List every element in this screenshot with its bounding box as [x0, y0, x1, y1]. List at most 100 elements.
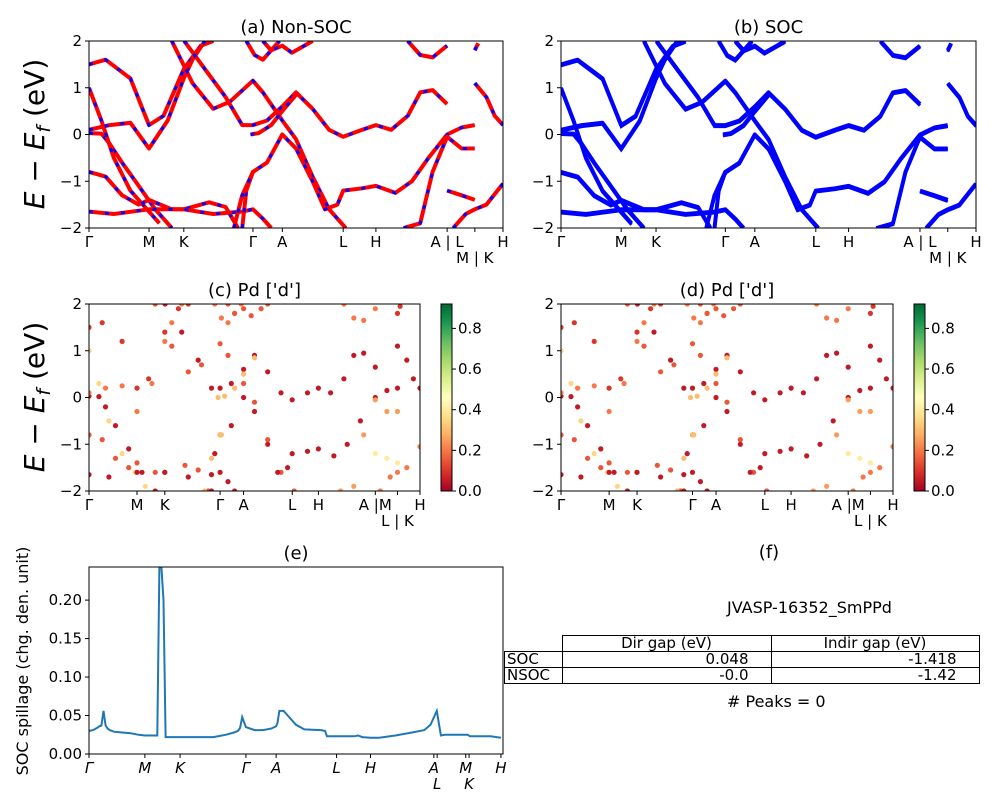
band-point	[606, 460, 612, 466]
band-point	[361, 432, 367, 438]
band-point	[867, 385, 874, 391]
band-point	[341, 376, 347, 382]
y-tick-label: 0	[544, 126, 554, 144]
x-tick-label: H	[843, 233, 854, 251]
band-point	[179, 329, 185, 335]
x-tick-label: A	[277, 233, 288, 251]
band-point	[275, 469, 281, 475]
band-point	[606, 469, 612, 475]
band-point	[691, 315, 697, 321]
band-line-dash	[250, 93, 298, 136]
band-line-dash	[232, 170, 255, 228]
y-tick-label: 1	[544, 79, 554, 97]
band-point	[721, 313, 727, 319]
band-point	[731, 306, 737, 312]
band-point	[614, 483, 621, 489]
gap-table-header-row: Dir gap (eV) Indir gap (eV)	[505, 635, 980, 652]
x-tick-label: L | K	[854, 512, 888, 530]
band-point	[328, 390, 334, 396]
band-point	[102, 404, 109, 410]
y-tick-label: 1	[72, 342, 82, 360]
band-point	[139, 469, 145, 475]
band-point	[228, 423, 234, 429]
x-tick-label: L	[339, 233, 348, 251]
x-tick-label: M	[615, 233, 628, 251]
band-point	[867, 310, 874, 316]
band-point	[417, 385, 420, 391]
band-point	[162, 329, 168, 335]
band-point	[561, 390, 564, 396]
band-point	[225, 352, 231, 358]
band-point	[857, 455, 863, 461]
band-point	[634, 329, 640, 335]
y-tick-label: 1	[544, 342, 554, 360]
x-tick-label: K	[464, 775, 475, 793]
band-point	[857, 408, 863, 415]
band-point	[251, 355, 258, 361]
x-tick-label: M	[138, 759, 151, 777]
y-axis-label-c: E − Ef (eV)	[18, 322, 55, 473]
y-tick-label: 0.20	[49, 591, 82, 609]
band-point	[877, 357, 883, 363]
band-line-nonsoc	[182, 41, 449, 139]
band-point	[162, 469, 168, 475]
plot-title: (c) Pd ['d']	[208, 280, 301, 301]
band-point	[134, 469, 140, 475]
band-point	[134, 408, 140, 415]
y-axis-label-a: E − Ef (eV)	[18, 59, 55, 210]
x-tick-label: H	[887, 496, 898, 514]
band-point	[372, 451, 378, 457]
x-tick-label: K	[632, 496, 643, 514]
plot-title: (d) Pd ['d']	[680, 280, 775, 301]
band-point	[377, 488, 383, 491]
band-point	[372, 364, 378, 370]
band-point	[883, 376, 890, 382]
band-line-dash	[473, 42, 480, 51]
x-tick-label: K	[651, 233, 662, 251]
band-lines	[89, 41, 503, 228]
band-point	[800, 390, 807, 396]
band-line-soc-split	[879, 41, 921, 61]
band-point	[561, 472, 564, 478]
band-point	[208, 385, 215, 391]
band-point	[713, 306, 719, 312]
band-point	[810, 488, 816, 491]
band-point	[824, 352, 830, 358]
band-point	[394, 408, 401, 415]
band-point	[112, 423, 119, 429]
gap-table-header-indir: Indir gap (eV)	[770, 635, 980, 652]
band-point	[241, 306, 247, 312]
band-line-nonsoc	[406, 41, 449, 60]
band-point	[119, 338, 125, 344]
band-point	[152, 469, 158, 475]
x-tick-label: M	[131, 496, 144, 514]
band-point	[228, 380, 234, 387]
band-point	[561, 324, 564, 330]
band-point	[146, 376, 152, 382]
band-point	[684, 451, 690, 457]
band-point	[571, 320, 577, 326]
band-point	[208, 488, 215, 491]
band-point	[351, 483, 357, 489]
x-tick-label: A	[270, 759, 281, 777]
band-point	[208, 472, 215, 478]
y-tick-label: −1	[532, 172, 554, 190]
band-point	[890, 444, 893, 450]
band-point	[689, 341, 696, 347]
band-point	[824, 483, 830, 489]
band-point	[697, 479, 704, 485]
band-point	[331, 453, 337, 459]
band-line-dash	[452, 182, 503, 228]
band-point	[169, 343, 175, 349]
colorbar-tick-label: 0.6	[458, 360, 482, 378]
band-point	[361, 317, 367, 323]
band-point	[641, 320, 647, 326]
band-line-nonsoc	[473, 81, 503, 127]
gap-table-row-label: SOC	[504, 651, 563, 668]
band-point	[747, 469, 753, 475]
colorbar-tick-label: 0.0	[931, 482, 955, 500]
band-line-dash	[170, 41, 347, 228]
